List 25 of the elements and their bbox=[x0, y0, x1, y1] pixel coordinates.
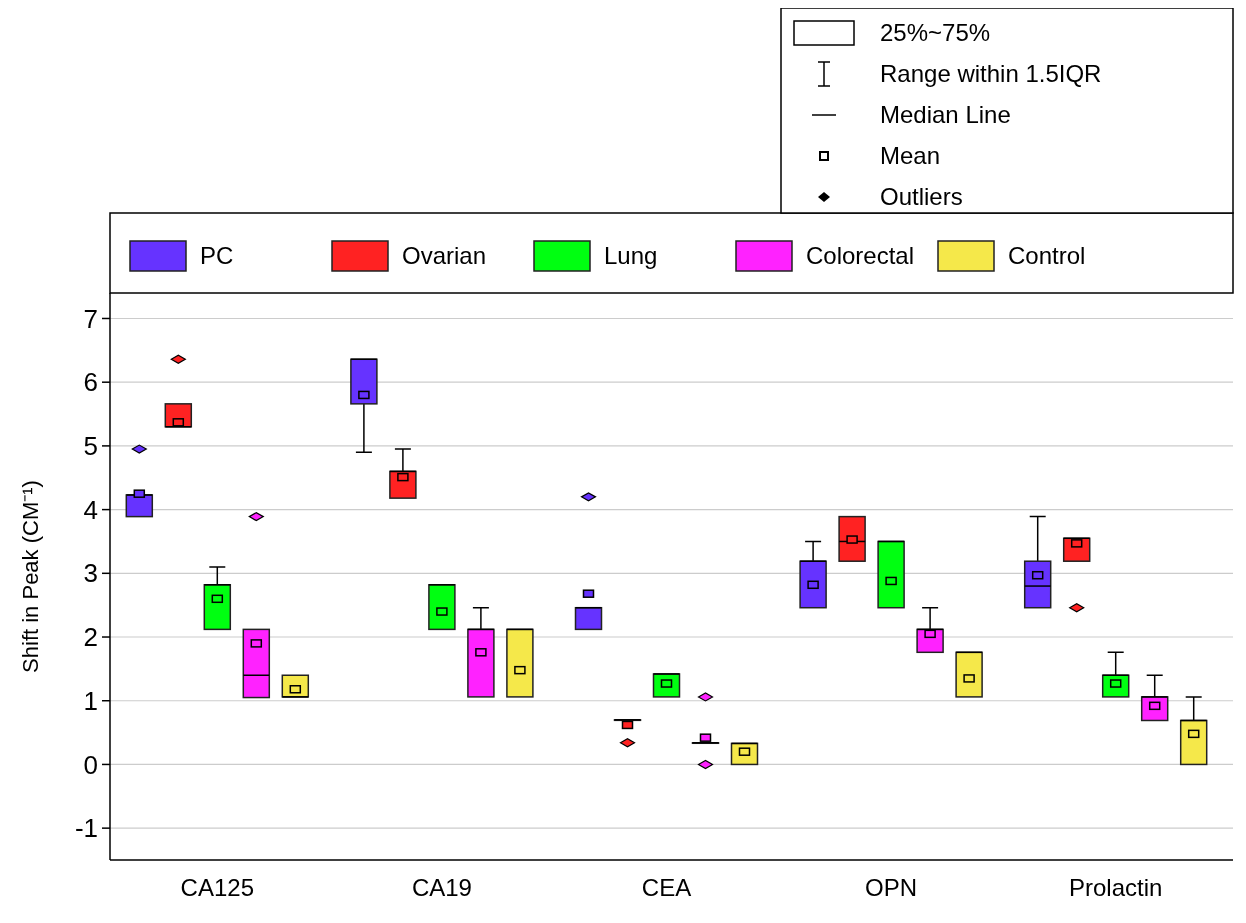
text: Mean bbox=[880, 142, 941, 170]
y-tick-label: 4 bbox=[83, 494, 98, 525]
y-tick-label: 5 bbox=[83, 431, 98, 461]
y-tick-label: 6 bbox=[83, 367, 98, 398]
x-tick-label: CEA bbox=[641, 874, 692, 901]
legend-label: Colorectal bbox=[806, 242, 915, 270]
x-tick-label: CA125 bbox=[180, 874, 254, 901]
y-tick-label: -1 bbox=[74, 813, 98, 844]
legend-label: Ovarian bbox=[402, 242, 487, 270]
legend-label: PC bbox=[200, 242, 234, 270]
text: 25%~75% bbox=[880, 19, 991, 47]
y-tick-label: 7 bbox=[83, 303, 98, 334]
text: Outliers bbox=[880, 183, 963, 211]
y-tick-label: 2 bbox=[83, 622, 98, 653]
y-axis-title: Shift in Peak (CM⁻¹) bbox=[18, 480, 43, 673]
text: Median Line bbox=[880, 101, 1011, 129]
x-tick-label: Prolactin bbox=[1069, 874, 1163, 901]
y-tick-label: 1 bbox=[83, 685, 98, 716]
x-tick-label: CA19 bbox=[411, 874, 472, 901]
text: Range within 1.5IQR bbox=[880, 60, 1102, 88]
y-tick-label: 0 bbox=[83, 749, 98, 780]
y-tick-label: 3 bbox=[83, 558, 98, 589]
legend-label: Control bbox=[1008, 242, 1086, 270]
x-tick-label: OPN bbox=[865, 874, 918, 901]
legend-label: Lung bbox=[604, 242, 658, 270]
